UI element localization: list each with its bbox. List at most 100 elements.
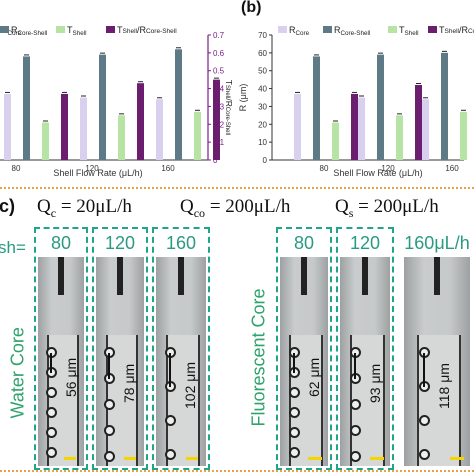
bar (137, 83, 144, 160)
droplet (418, 449, 430, 460)
x-tick-label: 80 (12, 164, 21, 173)
panel-c-label: c) (0, 196, 16, 216)
legend-swatch (0, 26, 9, 33)
fluorescent-flow-label: 80 (293, 233, 315, 253)
fluorescent-flow-label: 160μL/h (404, 233, 470, 253)
flow-prefix: sh= (0, 238, 26, 257)
droplet (104, 399, 116, 410)
water-flow-label: 160 (165, 233, 197, 253)
bar (118, 115, 125, 160)
droplet (350, 451, 361, 462)
y-tick-label: 10 (258, 138, 267, 147)
dimension-label: 93 μm (367, 363, 383, 403)
droplet (350, 399, 361, 410)
bar (351, 93, 358, 160)
fluorescent-flow-label: 120 (349, 233, 381, 253)
dimension-bar (422, 353, 425, 387)
separator-top (0, 187, 474, 189)
legend-swatch (106, 26, 115, 33)
water-core-label: Water Core (7, 327, 28, 419)
water-panel-frame (34, 227, 88, 470)
bar (23, 56, 30, 160)
dimension-bar (169, 353, 171, 387)
dimension-bar (354, 353, 356, 379)
bar (415, 85, 422, 160)
formula-qs: Qs = 200μL/h (335, 196, 439, 220)
legend-label: RCore-Shell (11, 25, 47, 37)
bar (422, 99, 429, 160)
y-tick-label: 30 (258, 102, 267, 111)
dimension-label: 56 μm (62, 357, 79, 397)
dimension-label: 78 μm (121, 363, 138, 403)
y-tick-label: 0 (263, 156, 268, 165)
bar (175, 49, 182, 160)
legend-swatch (388, 26, 397, 33)
y-tick-label: 50 (258, 67, 267, 76)
dimension-bar (293, 353, 296, 373)
bar (4, 93, 11, 160)
formula-qco: Qco = 200μL/h (180, 196, 291, 220)
fluorescent-panel-frame (276, 227, 332, 470)
dimension-bar (108, 353, 111, 379)
legend-label: TShell (399, 25, 419, 37)
dimension-label: 118 μm (435, 363, 452, 409)
x-tick-label: 160 (445, 164, 459, 173)
legend-label: TShell (67, 25, 87, 37)
y-tick-label: 60 (258, 49, 267, 58)
legend-swatch (428, 26, 437, 33)
water-micrograph (38, 257, 84, 466)
legend-swatch (278, 26, 287, 33)
y2-axis-label: TShell/RCore-Shell (224, 80, 232, 135)
bar (396, 115, 403, 160)
bar (80, 97, 87, 160)
y2-tick-label: 0.6 (213, 49, 225, 58)
bar (294, 93, 301, 160)
y-tick-label: 40 (258, 85, 267, 94)
droplet (104, 425, 116, 436)
fluorescent-micrograph (280, 257, 328, 466)
scale-bar (124, 457, 136, 460)
bar (42, 122, 49, 160)
separator-bottom (0, 470, 474, 472)
droplet (289, 447, 301, 458)
bar (460, 111, 467, 160)
dimension-label: 102 μm (182, 362, 198, 409)
fluorescent-micrograph (340, 257, 390, 466)
bar (213, 79, 220, 160)
legend-swatch (323, 26, 332, 33)
water-micrograph (156, 257, 206, 466)
x-tick-label: 160 (161, 164, 175, 173)
droplet (165, 449, 176, 460)
droplet (165, 415, 176, 426)
water-flow-label: 120 (104, 233, 136, 253)
x-tick-label: 120 (85, 164, 99, 173)
bar (156, 99, 163, 160)
y2-tick-label: 0 (213, 156, 218, 165)
bar (313, 56, 320, 160)
fluorescent-core-label: Fluorescent Core (248, 288, 269, 427)
droplet (418, 415, 430, 426)
scale-bar (186, 457, 198, 460)
water-flow-label: 80 (50, 233, 72, 253)
legend-label: TShell/RCore-Shell (439, 25, 474, 35)
water-micrograph (96, 257, 144, 466)
scale-bar (308, 457, 322, 460)
y-axis-label: R (μm) (238, 84, 248, 112)
droplet (104, 451, 116, 462)
bar (332, 122, 339, 160)
droplet (289, 407, 301, 418)
droplet (45, 387, 57, 398)
droplet (289, 427, 301, 438)
y-tick-label: 70 (258, 31, 267, 40)
legend-label: TShell/RCore-Shell (117, 25, 177, 35)
fluorescent-panel-frame (336, 227, 394, 470)
fluorescent-micrograph (404, 257, 470, 466)
bar (194, 111, 201, 160)
scale-bar (370, 457, 384, 460)
scale-bar (450, 457, 464, 460)
bar (377, 54, 384, 161)
x-tick-label: 120 (381, 164, 395, 173)
bar (358, 97, 365, 160)
legend-swatch (56, 26, 65, 33)
bar (61, 93, 68, 160)
